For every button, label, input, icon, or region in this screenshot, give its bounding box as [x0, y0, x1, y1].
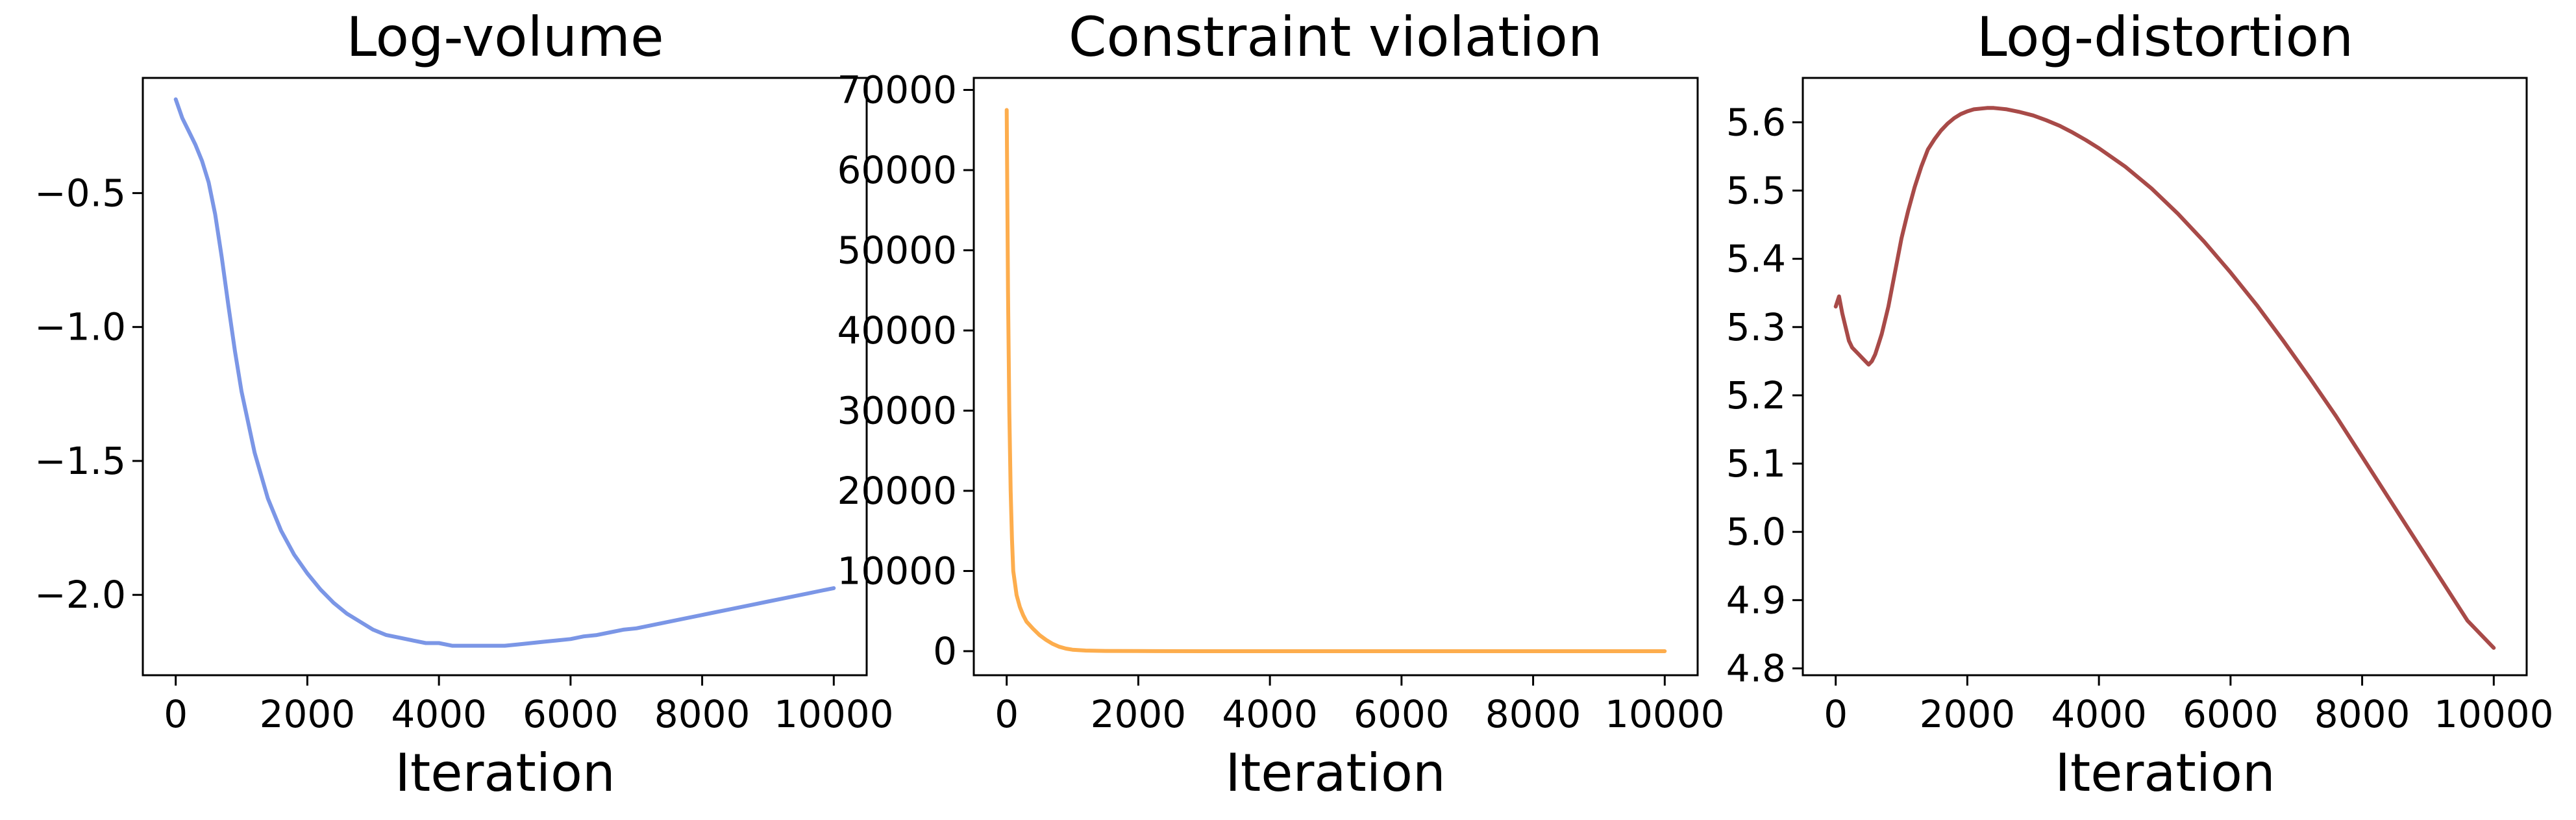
x-tick-label: 10000: [2434, 692, 2554, 736]
y-tick-label: 4.9: [1726, 578, 1786, 622]
y-tick-label: 60000: [837, 148, 957, 192]
x-tick-label: 0: [1824, 692, 1848, 736]
y-tick-label: 5.5: [1726, 168, 1786, 212]
y-tick-label: 20000: [837, 469, 957, 513]
axis-ticks: 0 2000 4000 6000 8000 10000 0 10000 20000 30000 40…: [837, 68, 1724, 736]
plot-area: [1004, 108, 1667, 653]
series-line: [1833, 106, 2496, 650]
axis-ticks: 0 2000 4000 6000 8000 10000 −0.5 −1.0 −1.5 −2.0: [34, 171, 893, 736]
x-tick-label: 6000: [2183, 692, 2279, 736]
axis-ticks: 0 2000 4000 6000 8000 10000 4.8 4.9 5.0 5.1 5.2 5.3…: [1726, 100, 2554, 736]
y-tick-label: 4.8: [1726, 646, 1786, 690]
x-tick-label: 0: [995, 692, 1019, 736]
axes-frame: [972, 77, 1699, 677]
y-tick-label: 70000: [837, 68, 957, 112]
axes-frame: [1802, 77, 2528, 677]
y-tick-label: 0: [933, 629, 957, 673]
x-tick-label: 2000: [1091, 692, 1187, 736]
y-tick-label: 50000: [837, 229, 957, 273]
y-tick-label: 5.2: [1726, 373, 1786, 417]
y-tick-label: 5.0: [1726, 510, 1786, 554]
x-tick-label: 10000: [774, 692, 894, 736]
y-tick-label: 10000: [837, 549, 957, 593]
x-tick-label: 4000: [1222, 692, 1318, 736]
chart-title: Log-volume: [346, 5, 663, 69]
chart-panel-constraint-violation: Constraint violation 0 2000 4000 6000 8000 10…: [837, 5, 1724, 803]
y-tick-label: 40000: [837, 308, 957, 353]
x-axis-label: Iteration: [395, 743, 615, 803]
y-tick-label: 30000: [837, 388, 957, 432]
x-tick-label: 8000: [654, 692, 750, 736]
x-tick-label: 6000: [1354, 692, 1450, 736]
y-tick-label: 5.4: [1726, 237, 1786, 281]
y-tick-label: 5.1: [1726, 441, 1786, 486]
axes-frame: [142, 77, 868, 677]
chart-title: Log-distortion: [1977, 5, 2354, 69]
x-tick-label: 2000: [260, 692, 356, 736]
x-tick-label: 8000: [2314, 692, 2410, 736]
series-line: [1004, 108, 1667, 653]
x-tick-label: 0: [164, 692, 188, 736]
x-tick-label: 2000: [1920, 692, 2016, 736]
chart-panel-log-volume: Log-volume 0 2000 4000 6000 8000 10000 −0.5 −1.…: [34, 5, 893, 803]
chart-panel-log-distortion: Log-distortion 0 2000 4000 6000 8000 10000 4.8…: [1726, 5, 2554, 803]
x-axis-label: Iteration: [2055, 743, 2275, 803]
chart-title: Constraint violation: [1069, 5, 1602, 69]
x-tick-label: 4000: [2051, 692, 2147, 736]
plot-area: [1833, 106, 2496, 650]
x-axis-label: Iteration: [1225, 743, 1445, 803]
y-tick-label: −1.0: [34, 305, 126, 349]
y-tick-label: 5.6: [1726, 100, 1786, 144]
x-tick-label: 8000: [1485, 692, 1581, 736]
x-tick-label: 10000: [1605, 692, 1725, 736]
plot-area: [173, 97, 836, 648]
y-tick-label: 5.3: [1726, 305, 1786, 349]
series-line: [173, 97, 836, 648]
y-tick-label: −1.5: [34, 439, 126, 483]
x-tick-label: 4000: [391, 692, 487, 736]
x-tick-label: 6000: [523, 692, 619, 736]
y-tick-label: −2.0: [34, 573, 126, 617]
y-tick-label: −0.5: [34, 171, 126, 215]
